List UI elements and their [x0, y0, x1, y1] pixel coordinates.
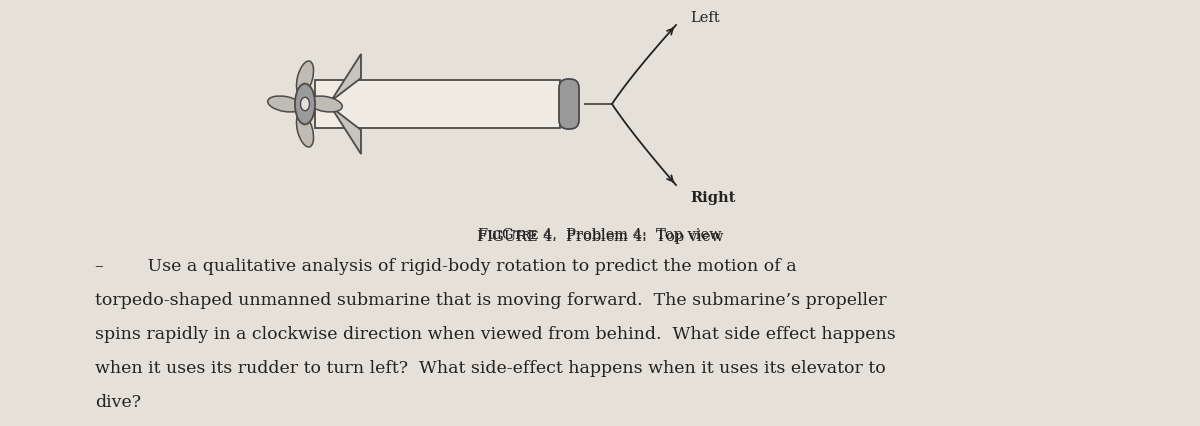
- Text: Right: Right: [690, 191, 736, 205]
- FancyBboxPatch shape: [314, 80, 560, 128]
- Ellipse shape: [268, 96, 302, 112]
- Polygon shape: [331, 107, 361, 154]
- Text: torpedo-shaped unmanned submarine that is moving forward.  The submarine’s prope: torpedo-shaped unmanned submarine that i…: [95, 292, 887, 309]
- Ellipse shape: [300, 97, 310, 111]
- Text: FɯGᴛʀᴇ 4.  Problem 4:  Top view: FɯGᴛʀᴇ 4. Problem 4: Top view: [478, 228, 722, 242]
- Text: when it uses its rudder to turn left?  What side-effect happens when it uses its: when it uses its rudder to turn left? Wh…: [95, 360, 886, 377]
- Text: Left: Left: [690, 11, 720, 25]
- Ellipse shape: [296, 113, 313, 147]
- FancyBboxPatch shape: [559, 79, 580, 129]
- Polygon shape: [331, 54, 361, 101]
- Ellipse shape: [295, 83, 314, 124]
- Text: dive?: dive?: [95, 394, 142, 411]
- Text: –        ⁠Use a qualitative analysis of rigid-body rotation to predict the motio: – ⁠Use a qualitative analysis of rigid-b…: [95, 258, 797, 275]
- Ellipse shape: [307, 96, 342, 112]
- Text: spins rapidly in a clockwise direction when viewed from behind.  What side effec: spins rapidly in a clockwise direction w…: [95, 326, 895, 343]
- Ellipse shape: [296, 61, 313, 95]
- Text: $\mathregular{F}$$\mathregular{IGURE}$ 4.  Problem 4:  Top view: $\mathregular{F}$$\mathregular{IGURE}$ 4…: [476, 228, 724, 246]
